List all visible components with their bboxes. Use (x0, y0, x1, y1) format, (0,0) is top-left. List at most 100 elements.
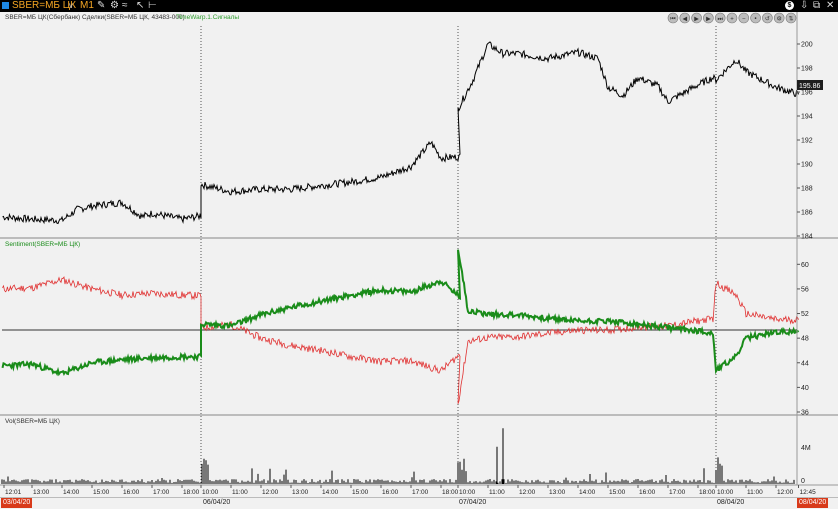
volume-axis: 4M 0 (801, 445, 811, 485)
date-label-3: 08/04/20 (717, 499, 745, 506)
timeframe-label[interactable]: M1 (80, 0, 94, 11)
time-tick-label: 17:00 (412, 489, 429, 496)
time-tick-label: 13:00 (549, 489, 566, 496)
scale-icon-glyph: ⇅ (788, 17, 793, 23)
price-tick-label: 200 (801, 42, 813, 49)
sentiment-green-line (1, 249, 800, 377)
first-icon-glyph: ⏮ (670, 17, 676, 23)
time-tick-label: 12:45 (800, 489, 817, 496)
sentiment-tick-label: 60 (801, 262, 809, 269)
pencil-icon[interactable]: ✎ (97, 0, 106, 11)
chart-type-icon[interactable]: ≈ (122, 0, 128, 11)
prev-icon[interactable] (679, 12, 691, 24)
volume-layer (1, 428, 795, 484)
time-tick-label: 16:00 (639, 489, 656, 496)
time-tick-label: 15:00 (93, 489, 110, 496)
play-icon-glyph: ▶ (694, 17, 699, 23)
price-tick-label: 184 (801, 234, 813, 241)
chart-area[interactable]: SBER=МБ ЦК(Сбербанк) Сделки(SBER=МБ ЦК, … (0, 12, 838, 497)
price-tick-label: 190 (801, 162, 813, 169)
price-tick-label: 194 (801, 114, 813, 121)
last-price-label: 195.86 (799, 83, 821, 90)
sentiment-axis: 60 56 52 48 44 40 36 (797, 262, 809, 417)
time-tick-label: 11:00 (489, 489, 505, 496)
date-label-2: 07/04/20 (459, 499, 487, 506)
price-layer (2, 41, 799, 225)
prev-icon-glyph: ◀ (682, 17, 687, 23)
date-start: 03/04/20 (1, 498, 33, 508)
price-tick-label: 186 (801, 210, 813, 217)
crosshair-icon[interactable]: ⊢ (148, 0, 157, 11)
volume-tick-label: 0 (801, 478, 805, 485)
time-tick-label: 11:00 (232, 489, 248, 496)
symbol-name[interactable]: SBER=МБ ЦК (12, 0, 76, 11)
time-tick-label: 18:00 (699, 489, 716, 496)
reset-icon[interactable] (762, 12, 773, 24)
time-tick-label: 12:00 (777, 489, 794, 496)
date-end: 08/04/20 (797, 498, 829, 508)
fit-icon-glyph: • (755, 17, 757, 23)
chart-titlebar: SBER=МБ ЦК ∨ M1 ✎ ⚙ ≈ ↖ ⊢ $ ⇩ ⧉ ✕ (0, 0, 838, 12)
next-icon[interactable] (703, 12, 714, 24)
date-bar: 03/04/20 06/04/20 07/04/20 08/04/20 08/0… (0, 497, 838, 509)
time-tick-label: 17:00 (669, 489, 686, 496)
zoom-out-icon[interactable] (738, 12, 750, 24)
zoom-in-icon-glyph: + (730, 17, 734, 23)
sentiment-label: Sentiment(SBER=МБ ЦК) (5, 241, 80, 248)
time-tick-label: 14:00 (63, 489, 80, 496)
chart-canvas[interactable]: SBER=МБ ЦК(Сбербанк) Сделки(SBER=МБ ЦК, … (0, 12, 838, 497)
sentiment-layer (1, 249, 800, 404)
price-tick-label: 198 (801, 66, 813, 73)
price-tick-label: 192 (801, 138, 813, 145)
sentiment-tick-label: 48 (801, 336, 809, 343)
trades-label: Сделки(SBER=МБ ЦК, 43483-000) (82, 14, 185, 21)
price-series-line (2, 41, 799, 225)
time-tick-label: 13:00 (33, 489, 50, 496)
first-icon[interactable] (667, 12, 679, 24)
time-tick-label: 10:00 (459, 489, 476, 496)
time-tick-label: 12:00 (519, 489, 536, 496)
last-price-box (797, 80, 823, 90)
symbol-box-icon (2, 2, 9, 9)
time-tick-label: 10:00 (717, 489, 734, 496)
volume-tick-label: 4M (801, 445, 811, 452)
sentiment-tick-label: 44 (801, 360, 809, 367)
fit-icon[interactable] (750, 12, 761, 24)
sentiment-tick-label: 52 (801, 311, 809, 318)
pin-icon[interactable]: ⇩ (800, 0, 809, 11)
time-tick-label: 15:00 (609, 489, 626, 496)
scale-icon[interactable] (785, 12, 797, 24)
restore-icon[interactable]: ⧉ (813, 0, 821, 11)
time-tick-label: 14:00 (579, 489, 596, 496)
sentiment-tick-label: 56 (801, 286, 809, 293)
price-tick-label: 188 (801, 186, 813, 193)
nav-buttons: ⏮ ◀ ▶ ▶ ⏭ + − • ↺ ⚙ ⇅ (667, 12, 797, 24)
dollar-icon[interactable]: $ (785, 1, 794, 10)
price-series-label: SBER=МБ ЦК(Сбербанк) (5, 13, 80, 21)
sentiment-tick-label: 36 (801, 410, 809, 417)
last-icon-glyph: ⏭ (717, 17, 723, 23)
close-icon[interactable]: ✕ (826, 0, 835, 11)
next-icon-glyph: ▶ (706, 17, 711, 23)
time-tick-label: 16:00 (382, 489, 399, 496)
zoom-out-icon-glyph: − (742, 17, 746, 23)
dropdown-chevron-icon[interactable]: ∨ (68, 1, 74, 10)
time-tick-label: 12:00 (262, 489, 279, 496)
sentiment-tick-label: 40 (801, 385, 809, 392)
time-tick-label: 13:00 (292, 489, 309, 496)
volume-label: Vol(SBER=МБ ЦК) (5, 418, 60, 425)
zoom-in-icon[interactable] (726, 12, 738, 24)
price-tick-label: 196 (801, 90, 813, 97)
time-tick-label: 11:00 (747, 489, 763, 496)
signal-label: TimeWarp.1.Сигналы (176, 14, 239, 21)
play-icon[interactable] (691, 12, 702, 24)
time-tick-label: 16:00 (123, 489, 140, 496)
config-icon[interactable] (773, 12, 785, 24)
time-tick-label: 15:00 (352, 489, 369, 496)
cursor-icon[interactable]: ↖ (136, 0, 145, 11)
time-tick-label: 17:00 (153, 489, 170, 496)
time-tick-label: 18:00 (183, 489, 200, 496)
last-icon[interactable] (714, 12, 726, 24)
chart-style-icon[interactable]: ⚙ (110, 0, 119, 11)
